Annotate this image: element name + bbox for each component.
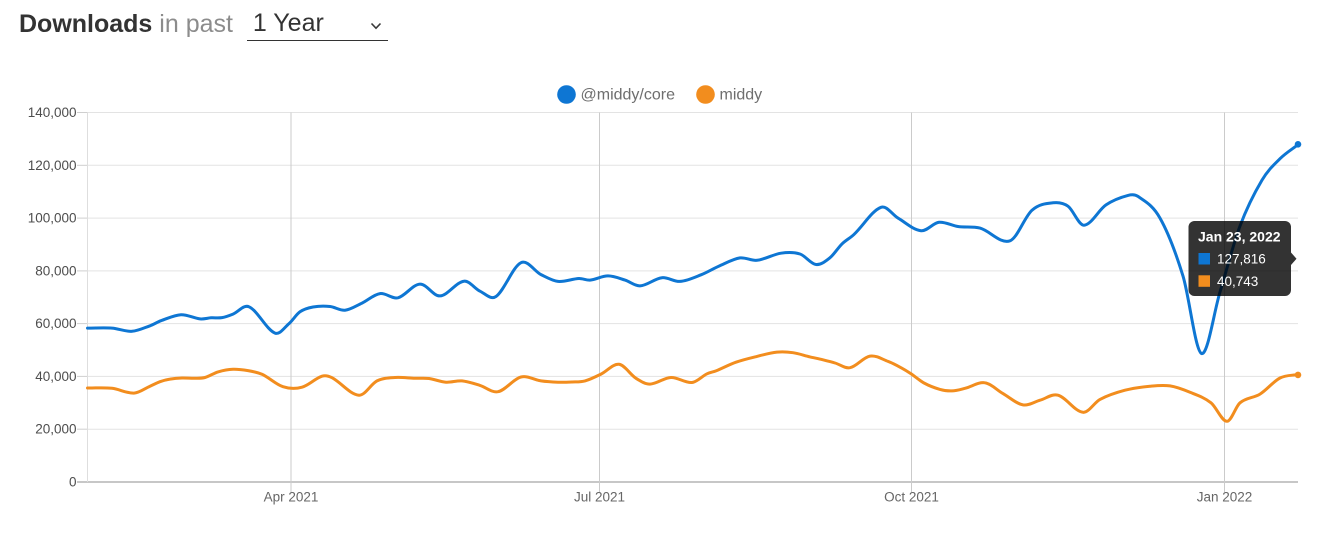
svg-text:Jan 2022: Jan 2022 (1197, 490, 1253, 505)
svg-text:80,000: 80,000 (35, 263, 76, 278)
svg-text:40,743: 40,743 (1217, 274, 1258, 289)
svg-text:Apr 2021: Apr 2021 (264, 490, 319, 505)
svg-text:Jul 2021: Jul 2021 (574, 490, 625, 505)
svg-text:Jan 23, 2022: Jan 23, 2022 (1198, 229, 1281, 245)
svg-text:127,816: 127,816 (1217, 252, 1266, 267)
svg-text:40,000: 40,000 (35, 369, 76, 384)
svg-text:middy: middy (720, 87, 763, 104)
svg-text:20,000: 20,000 (35, 422, 76, 437)
svg-text:0: 0 (69, 475, 77, 490)
svg-text:140,000: 140,000 (28, 105, 77, 120)
svg-text:100,000: 100,000 (28, 211, 77, 226)
svg-text:120,000: 120,000 (28, 158, 77, 173)
svg-text:@middy/core: @middy/core (581, 87, 676, 104)
svg-text:60,000: 60,000 (35, 316, 76, 331)
svg-text:Oct 2021: Oct 2021 (884, 490, 939, 505)
